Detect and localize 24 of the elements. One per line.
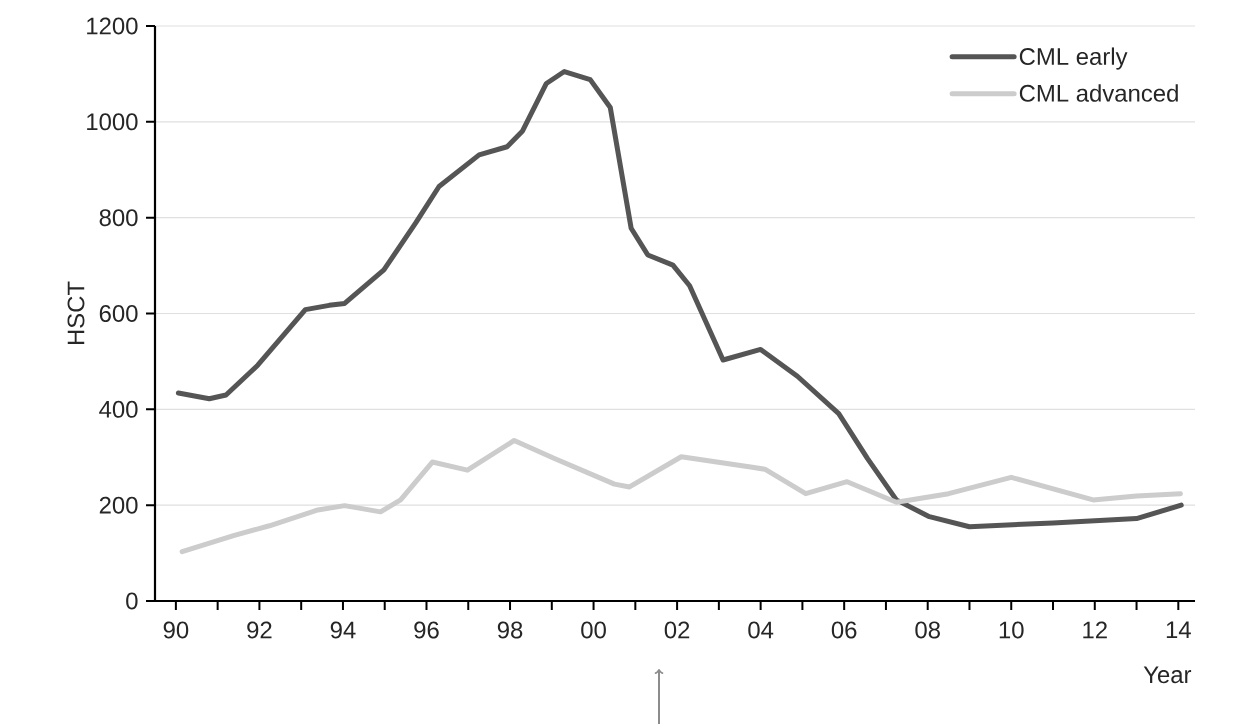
y-tick-label: 800 [99,209,138,227]
legend-label: CML advanced [1019,84,1178,102]
x-tick-label: 06 [831,621,857,639]
y-tick-label: 200 [99,496,138,514]
y-tick-label: 0 [126,592,138,610]
x-tick-label: 10 [999,621,1024,639]
x-tick-label: 94 [330,621,356,639]
x-tick-label: 00 [581,621,606,639]
x-tick-label: 02 [664,621,690,639]
y-tick-label: 600 [99,305,138,322]
x-tick-label: 04 [748,621,774,639]
y-tick-label: 1000 [87,113,138,131]
x-tick-label: 92 [247,621,272,639]
y-tick-label: 1200 [87,17,138,35]
legend-label: CML early [1019,47,1128,70]
y-axis-title: HSCT [67,281,85,345]
x-tick-label: 90 [163,621,189,639]
y-tick-label: 400 [99,400,138,418]
x-tick-label: 98 [497,621,523,639]
x-tick-label: 14 [1166,621,1191,638]
x-axis-title: Year [1143,666,1192,684]
x-tick-label: 08 [915,621,940,639]
x-tick-label: 96 [414,621,439,639]
x-tick-label: 12 [1083,621,1107,639]
